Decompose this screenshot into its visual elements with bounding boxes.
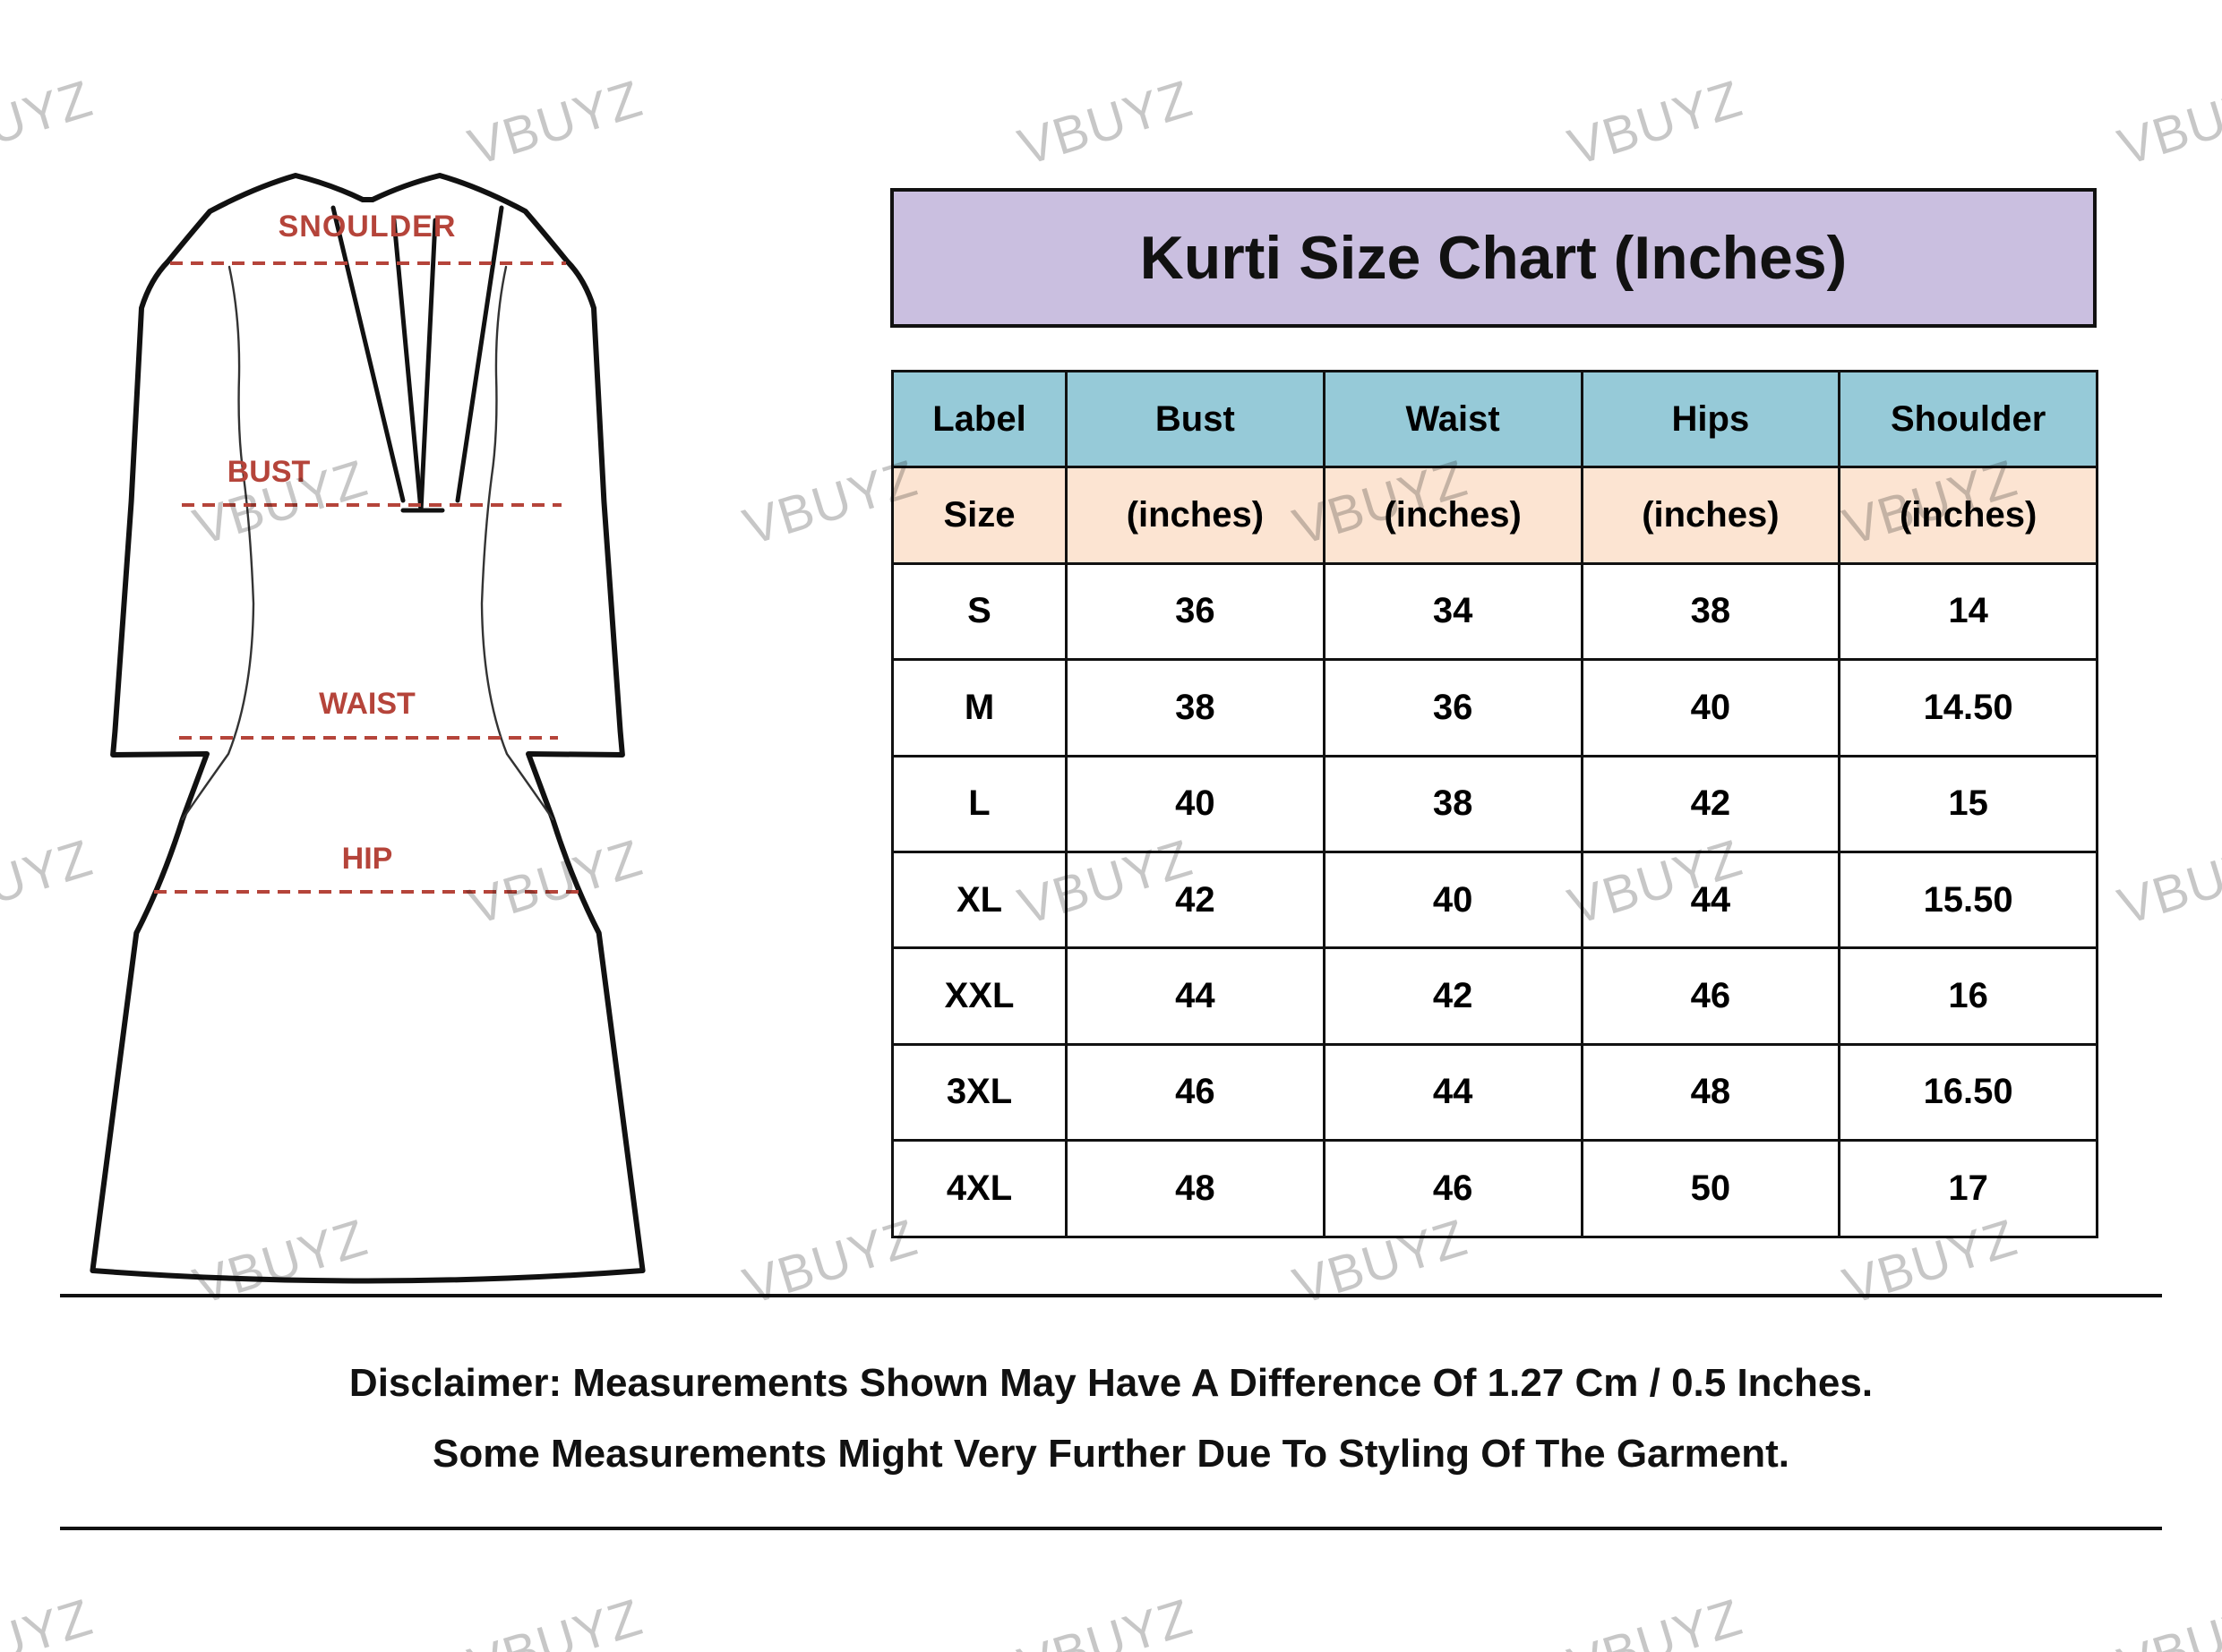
svg-text:SNOULDER: SNOULDER	[279, 210, 457, 244]
svg-text:HIP: HIP	[342, 842, 393, 876]
svg-text:BUST: BUST	[227, 455, 311, 489]
svg-text:WAIST: WAIST	[319, 687, 416, 721]
